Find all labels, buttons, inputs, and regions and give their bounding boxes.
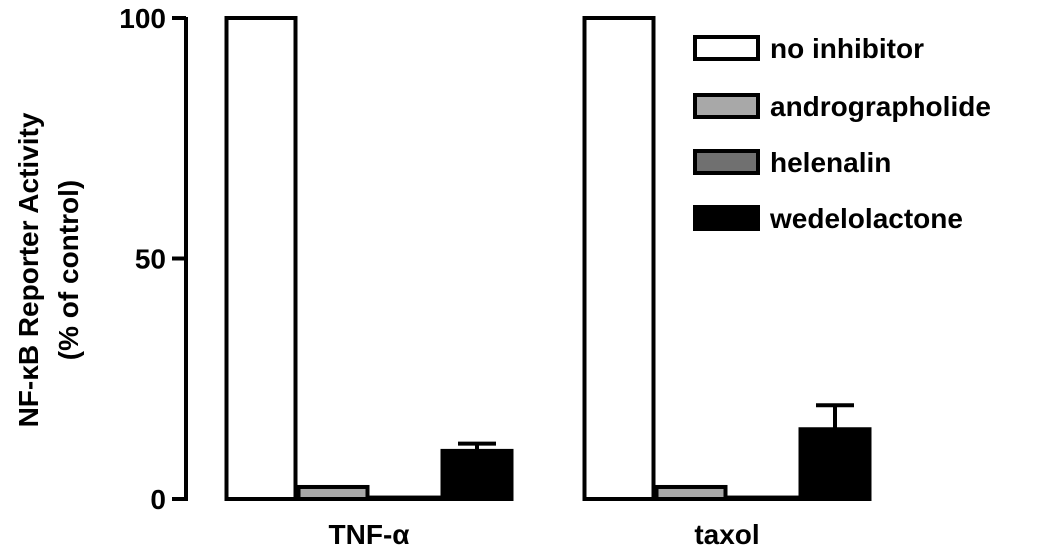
legend-swatch: [693, 93, 760, 119]
y-axis-label-line1: NF-κB Reporter Activity: [13, 112, 44, 427]
y-tick-label: 50: [135, 244, 166, 275]
legend-label: wedelolactone: [769, 203, 963, 234]
category-label: TNF-α: [329, 519, 410, 550]
bar-no-inhibitor: [582, 16, 656, 501]
bars: [224, 16, 872, 502]
bar-andrographolide: [296, 484, 370, 502]
legend-label: andrographolide: [770, 91, 991, 122]
bar-andrographolide: [654, 484, 728, 502]
bar-helenalin: [726, 495, 800, 502]
y-ticks: 0 50 100: [119, 3, 186, 515]
y-tick-label: 0: [150, 484, 166, 515]
y-axis-label-line2: (% of control): [53, 180, 84, 360]
y-tick-label: 100: [119, 3, 166, 34]
error-bars: [458, 403, 854, 451]
category-label: taxol: [694, 519, 759, 550]
legend-label: helenalin: [770, 147, 891, 178]
legend: no inhibitor andrographolide helenalin wede…: [693, 33, 991, 234]
bar-wedelolactone: [440, 448, 514, 501]
legend-swatch: [693, 35, 760, 61]
legend-swatch: [693, 205, 760, 231]
legend-label: no inhibitor: [770, 33, 924, 64]
legend-swatch: [693, 149, 760, 175]
bar-no-inhibitor: [224, 16, 298, 501]
bar-wedelolactone: [798, 427, 872, 502]
bar-helenalin: [368, 495, 442, 502]
